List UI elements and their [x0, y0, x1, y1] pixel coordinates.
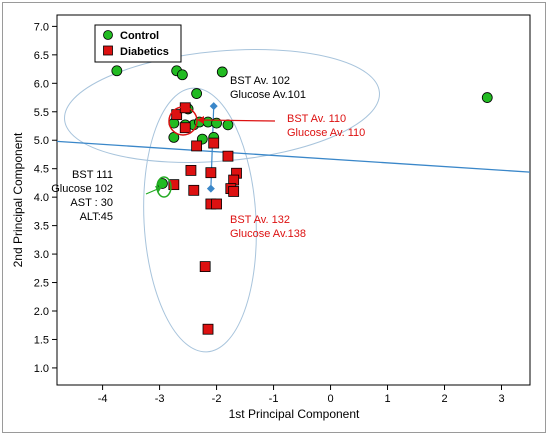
- control-point: [216, 66, 228, 78]
- x-tick-label: -1: [269, 393, 279, 405]
- x-tick-label: 0: [327, 393, 333, 405]
- x-axis-label: 1st Principal Component: [229, 407, 360, 421]
- axis-ticks: -4 -3 -2 -1 0 1 2 3 1.0 1.5 2.0 2.5 3.0 3.5 4.0 4.5 5.0 5…: [34, 21, 505, 405]
- annotation-line: Glucose Av.101: [230, 89, 306, 101]
- diabetics-point: [171, 109, 183, 121]
- annotation-line: Glucose Av. 110: [287, 127, 365, 139]
- y-tick-label: 7.0: [34, 21, 49, 33]
- y-tick-label: 4.5: [34, 164, 49, 176]
- annotation-line: AST : 30: [70, 197, 113, 209]
- control-point: [111, 65, 123, 77]
- highlight-marks: [145, 106, 276, 198]
- x-tick-label: 1: [384, 393, 390, 405]
- diabetics-point: [202, 323, 214, 335]
- y-tick-label: 1.0: [34, 363, 49, 375]
- plot-area: [56, 14, 531, 386]
- y-tick-label: 6.0: [34, 78, 49, 90]
- diabetics-point: [179, 122, 191, 134]
- annotation-line: Glucose Av.138: [230, 228, 306, 240]
- x-tick-label: -4: [98, 393, 108, 405]
- legend-control-label: Control: [120, 30, 159, 42]
- diabetics-point: [208, 137, 220, 149]
- diabetics-point: [168, 179, 180, 191]
- control-point: [191, 88, 203, 99]
- annotation-line: BST 111: [72, 169, 113, 181]
- x-tick-label: -3: [155, 393, 165, 405]
- annotation-line: Glucose 102: [51, 183, 113, 195]
- diabetics-group-ellipse: [143, 87, 257, 353]
- control-point: [481, 92, 493, 103]
- diabetics-point: [205, 167, 217, 179]
- trend-line-group: [56, 140, 531, 173]
- diabetics-point: [228, 186, 240, 197]
- trend-line: [56, 140, 531, 173]
- annotation-line: BST Av. 132: [230, 214, 290, 226]
- annotation-line: BST Av. 102: [230, 75, 290, 87]
- centroid-marker: [206, 184, 215, 193]
- legend-diabetics-marker: [103, 45, 113, 56]
- legend-diabetics-label: Diabetics: [120, 46, 169, 58]
- diabetics-arrow: [199, 119, 276, 122]
- diabetics-point: [191, 140, 203, 152]
- diabetics-point: [188, 184, 200, 196]
- centroid-marker: [209, 102, 218, 111]
- control-point: [176, 69, 188, 81]
- x-tick-label: -2: [212, 393, 222, 405]
- diabetics-point: [222, 150, 234, 162]
- x-tick-label: 2: [441, 393, 447, 405]
- x-tick-label: 3: [498, 393, 504, 405]
- y-tick-label: 3.5: [34, 221, 49, 233]
- y-tick-label: 5.5: [34, 107, 49, 119]
- diabetics-arrow-head: [197, 116, 204, 124]
- y-tick-label: 4.0: [34, 192, 49, 204]
- control-point: [222, 119, 234, 131]
- diabetics-point: [211, 198, 222, 210]
- y-tick-label: 1.5: [34, 334, 49, 346]
- y-tick-label: 2.0: [34, 306, 49, 318]
- diabetics-point: [199, 261, 211, 273]
- legend: Control Diabetics: [94, 24, 182, 63]
- annotations: BST Av. 102 Glucose Av.101 BST Av. 110 Gluc…: [51, 75, 365, 240]
- y-tick-label: 3.0: [34, 249, 49, 261]
- annotation-line: BST Av. 110: [287, 113, 346, 125]
- y-tick-label: 5.0: [34, 135, 49, 147]
- diabetics-highlight-circle: [168, 106, 198, 136]
- y-tick-label: 6.5: [34, 50, 49, 62]
- diabetics-point: [185, 164, 197, 176]
- y-tick-label: 2.5: [34, 278, 49, 290]
- y-axis-label: 2nd Principal Component: [11, 132, 25, 267]
- annotation-line: ALT:45: [80, 211, 113, 223]
- control-arrow-head: [155, 186, 162, 193]
- legend-control-marker: [103, 30, 113, 40]
